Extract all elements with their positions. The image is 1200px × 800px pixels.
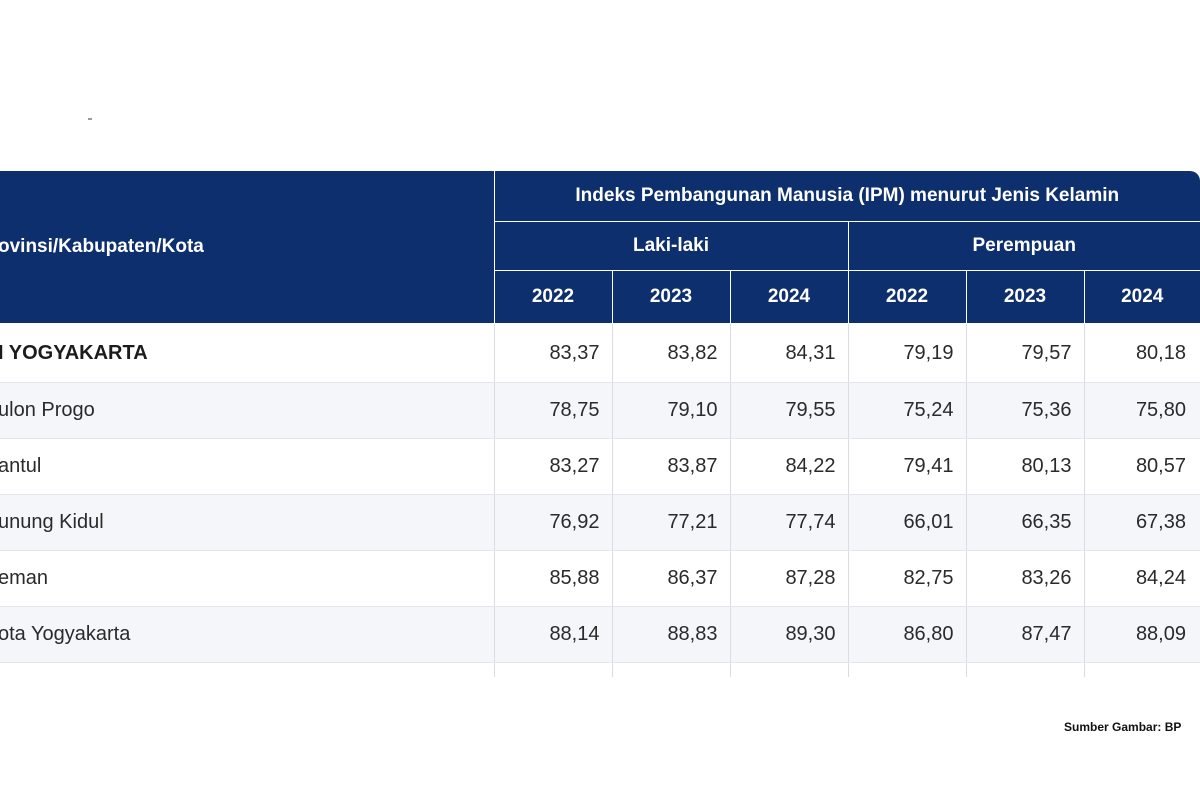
value-cell: 84,22 [730, 438, 849, 495]
year-header: 2024 [729, 270, 849, 324]
value-cell: 79,57 [966, 323, 1085, 383]
value-cell: 80,57 [1084, 438, 1200, 495]
value-cell: 84,24 [1084, 550, 1200, 607]
value-cell: 84,31 [730, 323, 849, 383]
value-cell [966, 662, 1085, 677]
value-cell: 75,24 [848, 382, 967, 439]
value-cell: 79,41 [848, 438, 967, 495]
value-cell: 80,13 [966, 438, 1085, 495]
region-cell [0, 662, 495, 677]
value-cell: 83,26 [966, 550, 1085, 607]
value-cell: 88,14 [494, 606, 613, 663]
value-cell [1084, 662, 1200, 677]
value-cell: 87,28 [730, 550, 849, 607]
ipm-table-container: ovinsi/Kabupaten/Kota Indeks Pembangunan… [0, 171, 1200, 677]
value-cell [730, 662, 849, 677]
table-row: eman 85,88 86,37 87,28 82,75 83,26 84,24 [0, 550, 1200, 607]
image-source-caption: Sumber Gambar: BP [1064, 720, 1182, 734]
value-cell: 83,27 [494, 438, 613, 495]
value-cell [848, 662, 967, 677]
stray-mark [88, 118, 92, 120]
value-cell: 83,87 [612, 438, 731, 495]
value-cell: 80,18 [1084, 323, 1200, 383]
region-cell: eman [0, 550, 495, 607]
table-row: unung Kidul 76,92 77,21 77,74 66,01 66,3… [0, 494, 1200, 551]
table-row: antul 83,27 83,87 84,22 79,41 80,13 80,5… [0, 438, 1200, 495]
male-column-header: Laki-laki [493, 221, 849, 271]
region-column-header: ovinsi/Kabupaten/Kota [0, 171, 495, 324]
value-cell: 77,21 [612, 494, 731, 551]
value-cell: 66,35 [966, 494, 1085, 551]
value-cell: 88,83 [612, 606, 731, 663]
year-header: 2023 [611, 270, 731, 324]
value-cell: 78,75 [494, 382, 613, 439]
value-cell: 86,37 [612, 550, 731, 607]
year-header: 2024 [1083, 270, 1200, 324]
value-cell: 79,19 [848, 323, 967, 383]
value-cell: 66,01 [848, 494, 967, 551]
value-cell: 79,55 [730, 382, 849, 439]
value-cell: 89,30 [730, 606, 849, 663]
value-cell: 75,80 [1084, 382, 1200, 439]
value-cell: 83,37 [494, 323, 613, 383]
value-cell: 79,10 [612, 382, 731, 439]
value-cell: 87,47 [966, 606, 1085, 663]
region-cell: I YOGYAKARTA [0, 323, 495, 383]
year-header: 2022 [493, 270, 613, 324]
female-column-header: Perempuan [847, 221, 1200, 271]
ipm-table: ovinsi/Kabupaten/Kota Indeks Pembangunan… [0, 171, 1200, 677]
value-cell: 67,38 [1084, 494, 1200, 551]
region-cell: ota Yogyakarta [0, 606, 495, 663]
value-cell: 86,80 [848, 606, 967, 663]
region-cell: antul [0, 438, 495, 495]
value-cell: 75,36 [966, 382, 1085, 439]
value-cell: 83,82 [612, 323, 731, 383]
year-header: 2023 [965, 270, 1085, 324]
table-row: I YOGYAKARTA 83,37 83,82 84,31 79,19 79,… [0, 323, 1200, 383]
value-cell: 82,75 [848, 550, 967, 607]
value-cell [612, 662, 731, 677]
value-cell: 77,74 [730, 494, 849, 551]
table-row: ota Yogyakarta 88,14 88,83 89,30 86,80 8… [0, 606, 1200, 663]
region-cell: ulon Progo [0, 382, 495, 439]
table-row [0, 662, 1200, 677]
value-cell: 88,09 [1084, 606, 1200, 663]
region-cell: unung Kidul [0, 494, 495, 551]
value-cell: 85,88 [494, 550, 613, 607]
value-cell: 76,92 [494, 494, 613, 551]
group-column-header: Indeks Pembangunan Manusia (IPM) menurut… [493, 171, 1200, 222]
table-row: ulon Progo 78,75 79,10 79,55 75,24 75,36… [0, 382, 1200, 439]
value-cell [494, 662, 613, 677]
year-header: 2022 [847, 270, 967, 324]
